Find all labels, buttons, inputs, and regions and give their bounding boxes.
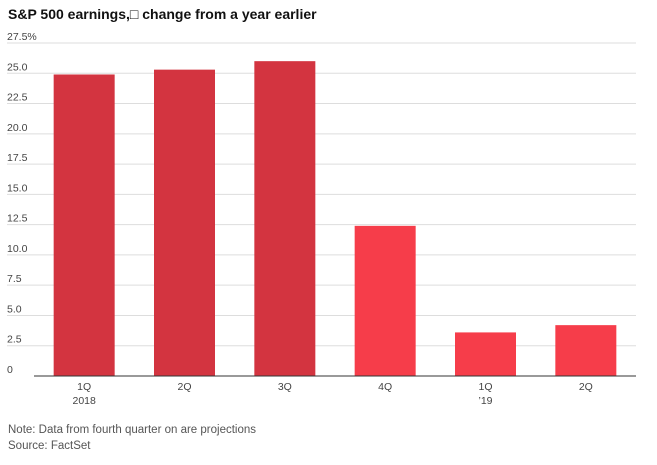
x-tick-label: 3Q (278, 381, 292, 393)
x-tick-label: 1Q (478, 381, 492, 393)
y-tick-label: 0 (7, 364, 13, 376)
bar (555, 325, 617, 376)
y-tick-label: 25.0 (7, 61, 28, 73)
y-tick-label: 5.0 (7, 303, 22, 315)
y-tick-label: 20.0 (7, 122, 28, 134)
x-tick-label: 2Q (177, 381, 191, 393)
source-note: Source: FactSet (8, 440, 91, 452)
y-tick-label: 10.0 (7, 243, 28, 255)
bar (254, 61, 316, 376)
x-tick-sublabel: 2018 (72, 395, 96, 407)
bar (455, 332, 516, 376)
footnote: Note: Data from fourth quarter on are pr… (8, 424, 257, 436)
y-tick-label: 27.5% (7, 31, 37, 43)
y-tick-label: 17.5 (7, 152, 28, 164)
chart-title: S&P 500 earnings,□ change from a year ea… (8, 6, 317, 22)
bar (154, 69, 215, 376)
bar (53, 74, 115, 376)
x-tick-label: 4Q (378, 381, 392, 393)
y-tick-label: 22.5 (7, 92, 28, 104)
x-tick-label: 2Q (579, 381, 593, 393)
y-axis-ticks: 0 2.5 5.0 7.5 10.0 12.5 15.0 17.5 20.0 22.5 25.0 27… (7, 31, 37, 376)
x-axis-ticks: 1Q 2018 2Q 3Q 4Q 1Q ’19 2Q (72, 381, 592, 407)
x-tick-sublabel: ’19 (478, 395, 492, 407)
y-tick-label: 7.5 (7, 273, 22, 285)
bar-chart: 0 2.5 5.0 7.5 10.0 12.5 15.0 17.5 20.0 22.5 25.0 27… (7, 31, 636, 407)
y-tick-label: 2.5 (7, 334, 22, 346)
y-tick-label: 12.5 (7, 213, 28, 225)
bars (53, 61, 617, 376)
y-tick-label: 15.0 (7, 182, 28, 194)
bar (354, 225, 416, 376)
x-tick-label: 1Q (77, 381, 91, 393)
